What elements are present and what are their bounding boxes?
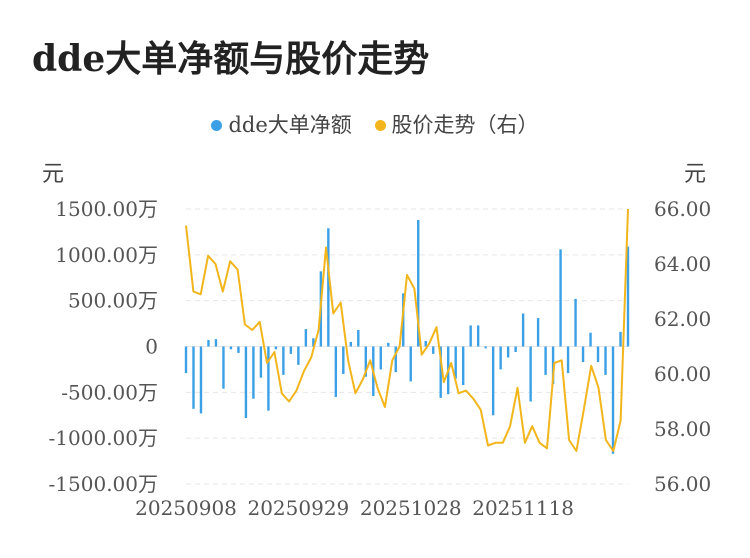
right-tick-label: 62.00 bbox=[654, 307, 711, 331]
dde-bar bbox=[566, 346, 570, 374]
legend-item-price[interactable]: 股价走势（右） bbox=[374, 109, 539, 139]
dde-bar bbox=[244, 346, 248, 418]
dde-bar bbox=[529, 346, 532, 402]
dde-bar bbox=[274, 346, 278, 350]
dde-bar bbox=[439, 346, 442, 398]
dde-bar bbox=[334, 346, 338, 397]
dde-bar bbox=[207, 340, 210, 347]
dde-bar bbox=[394, 346, 397, 373]
dde-bar bbox=[289, 346, 293, 354]
dde-bar bbox=[282, 346, 285, 375]
dde-bar bbox=[544, 346, 547, 375]
dde-bar bbox=[596, 346, 600, 363]
dde-bar bbox=[199, 346, 203, 414]
dde-bar bbox=[342, 346, 345, 374]
dde-bar bbox=[184, 346, 188, 374]
left-tick-label: -1000.00万 bbox=[49, 426, 158, 450]
x-tick-label: 20251118 bbox=[472, 496, 574, 520]
chart-title: dde大单净额与股价走势 bbox=[32, 38, 430, 80]
right-tick-label: 66.00 bbox=[654, 197, 711, 221]
dde-bar bbox=[536, 318, 540, 347]
legend-dot-price-icon bbox=[374, 120, 386, 131]
right-axis-unit: 元 bbox=[684, 162, 707, 187]
dde-bar bbox=[514, 346, 517, 352]
left-axis-unit: 元 bbox=[42, 162, 65, 187]
legend-label-price: 股价走势（右） bbox=[391, 113, 539, 137]
dde-bar bbox=[551, 346, 555, 385]
x-tick-label: 20250929 bbox=[247, 496, 349, 520]
dde-bar bbox=[417, 220, 420, 347]
dde-bar bbox=[432, 346, 435, 354]
dde-bar bbox=[327, 228, 330, 347]
dde-bar bbox=[484, 346, 487, 349]
dde-bar bbox=[611, 346, 615, 454]
dde-bar bbox=[559, 249, 562, 347]
dde-bar bbox=[214, 339, 218, 347]
x-tick-label: 20250908 bbox=[135, 496, 237, 520]
dde-bar bbox=[312, 338, 315, 347]
dde-bar bbox=[461, 346, 465, 385]
dde-bar bbox=[476, 325, 480, 347]
dde-bar bbox=[491, 346, 495, 416]
dde-bar bbox=[304, 329, 308, 347]
dde-bar bbox=[297, 346, 300, 365]
right-tick-label: 64.00 bbox=[654, 252, 711, 276]
dde-bar bbox=[604, 346, 607, 375]
legend-item-dde[interactable]: dde大单净额 bbox=[211, 109, 352, 139]
dde-bar bbox=[499, 346, 502, 370]
dde-bar bbox=[424, 341, 427, 347]
dde-bar bbox=[469, 325, 472, 347]
dde-bar bbox=[357, 330, 360, 347]
dde-bar bbox=[222, 346, 225, 389]
left-tick-label: 500.00万 bbox=[68, 289, 158, 313]
legend-label-dde: dde大单净额 bbox=[228, 113, 352, 137]
left-tick-label: 1500.00万 bbox=[55, 197, 158, 221]
dde-bar bbox=[229, 346, 233, 350]
dde-bar bbox=[267, 346, 270, 411]
dde-bar bbox=[252, 346, 255, 399]
left-tick-label: 0 bbox=[145, 335, 158, 359]
dde-bar bbox=[364, 346, 367, 377]
dde-bar bbox=[619, 331, 622, 347]
dde-bar bbox=[349, 341, 353, 347]
legend-dot-dde-icon bbox=[211, 120, 223, 131]
dde-bar bbox=[237, 346, 240, 353]
right-tick-label: 56.00 bbox=[654, 472, 711, 496]
dde-bar bbox=[454, 346, 457, 379]
left-tick-label: -500.00万 bbox=[61, 380, 158, 404]
dde-bar bbox=[506, 346, 510, 358]
dde-bar bbox=[192, 346, 195, 409]
dde-bar bbox=[581, 346, 585, 363]
legend: dde大单净额 股价走势（右） bbox=[0, 109, 750, 139]
x-tick-label: 20251028 bbox=[360, 496, 462, 520]
dde-bar bbox=[521, 313, 525, 347]
left-tick-label: 1000.00万 bbox=[55, 243, 158, 267]
right-tick-label: 60.00 bbox=[654, 362, 711, 386]
dde-bar bbox=[574, 298, 577, 347]
dde-bar bbox=[379, 346, 382, 370]
dde-bar bbox=[387, 342, 390, 347]
dde-bar bbox=[626, 246, 630, 347]
price-line bbox=[185, 208, 629, 452]
dde-bar bbox=[589, 332, 592, 347]
left-tick-label: -1500.00万 bbox=[49, 472, 158, 496]
right-tick-label: 58.00 bbox=[654, 417, 711, 441]
dde-bar bbox=[409, 346, 412, 382]
dde-bar bbox=[259, 346, 263, 378]
